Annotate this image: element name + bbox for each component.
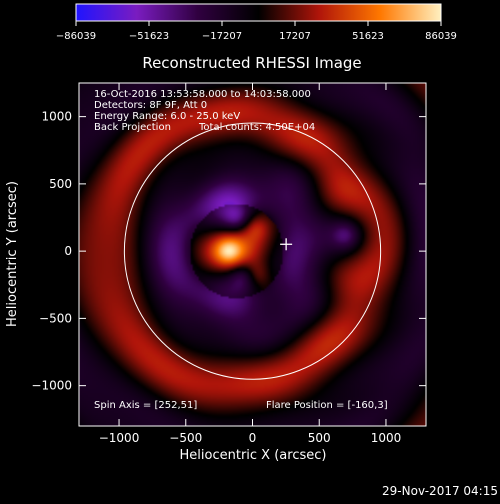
y-axis-ticks bbox=[79, 116, 426, 387]
colorbar-tick-labels: −86039 −51623 −17207 17207 51623 86039 bbox=[56, 31, 457, 42]
colorbar-tick-label: 17207 bbox=[279, 31, 311, 42]
x-axis-tick-labels: −1000 −500 0 500 1000 bbox=[99, 431, 401, 445]
chart-title: Reconstructed RHESSI Image bbox=[142, 54, 361, 72]
spin-axis-label: Spin Axis = [252,51] bbox=[94, 400, 197, 411]
info-time-range: 16-Oct-2016 13:53:58.000 to 14:03:58.000 bbox=[94, 89, 311, 100]
cross-marker bbox=[280, 238, 293, 251]
colorbar-tick-label: 51623 bbox=[352, 31, 384, 42]
x-axis-ticks bbox=[118, 83, 387, 426]
x-tick-label: 0 bbox=[249, 431, 257, 445]
observation-info: 16-Oct-2016 13:53:58.000 to 14:03:58.000… bbox=[94, 89, 388, 411]
solar-disk-circle bbox=[123, 122, 382, 380]
info-total-counts: Total counts: 4.50E+04 bbox=[198, 122, 315, 133]
flare-position-label: Flare Position = [-160,3] bbox=[266, 400, 388, 411]
x-tick-label: −500 bbox=[169, 431, 202, 445]
colorbar-tick-label: −86039 bbox=[56, 31, 96, 42]
y-tick-label: 500 bbox=[49, 177, 72, 191]
colorbar-tick-label: −17207 bbox=[202, 31, 242, 42]
x-tick-label: 1000 bbox=[371, 431, 402, 445]
footer-date: 29-Nov-2017 04:15 bbox=[382, 484, 498, 498]
y-tick-label: −1000 bbox=[31, 379, 72, 393]
colorbar-strip bbox=[75, 3, 442, 22]
heatmap-image bbox=[79, 83, 426, 426]
colorbar-tick-label: −51623 bbox=[129, 31, 169, 42]
y-axis-label: Heliocentric Y (arcsec) bbox=[5, 181, 20, 327]
colorbar-ticks bbox=[75, 21, 442, 26]
y-tick-label: 0 bbox=[64, 244, 72, 258]
x-tick-label: 500 bbox=[308, 431, 331, 445]
info-detectors: Detectors: 8F 9F, Att 0 bbox=[94, 100, 207, 111]
x-axis-label: Heliocentric X (arcsec) bbox=[180, 448, 327, 463]
info-method: Back Projection bbox=[94, 122, 171, 133]
y-tick-label: 1000 bbox=[41, 110, 72, 124]
colorbar-tick-label: 86039 bbox=[425, 31, 457, 42]
colorbar: −86039 −51623 −17207 17207 51623 86039 bbox=[56, 3, 457, 42]
y-axis-tick-labels: −1000 −500 0 500 1000 bbox=[31, 110, 72, 393]
info-energy-range: Energy Range: 6.0 - 25.0 keV bbox=[94, 111, 240, 122]
x-tick-label: −1000 bbox=[99, 431, 140, 445]
y-tick-label: −500 bbox=[39, 311, 72, 325]
plot-area bbox=[79, 83, 426, 426]
